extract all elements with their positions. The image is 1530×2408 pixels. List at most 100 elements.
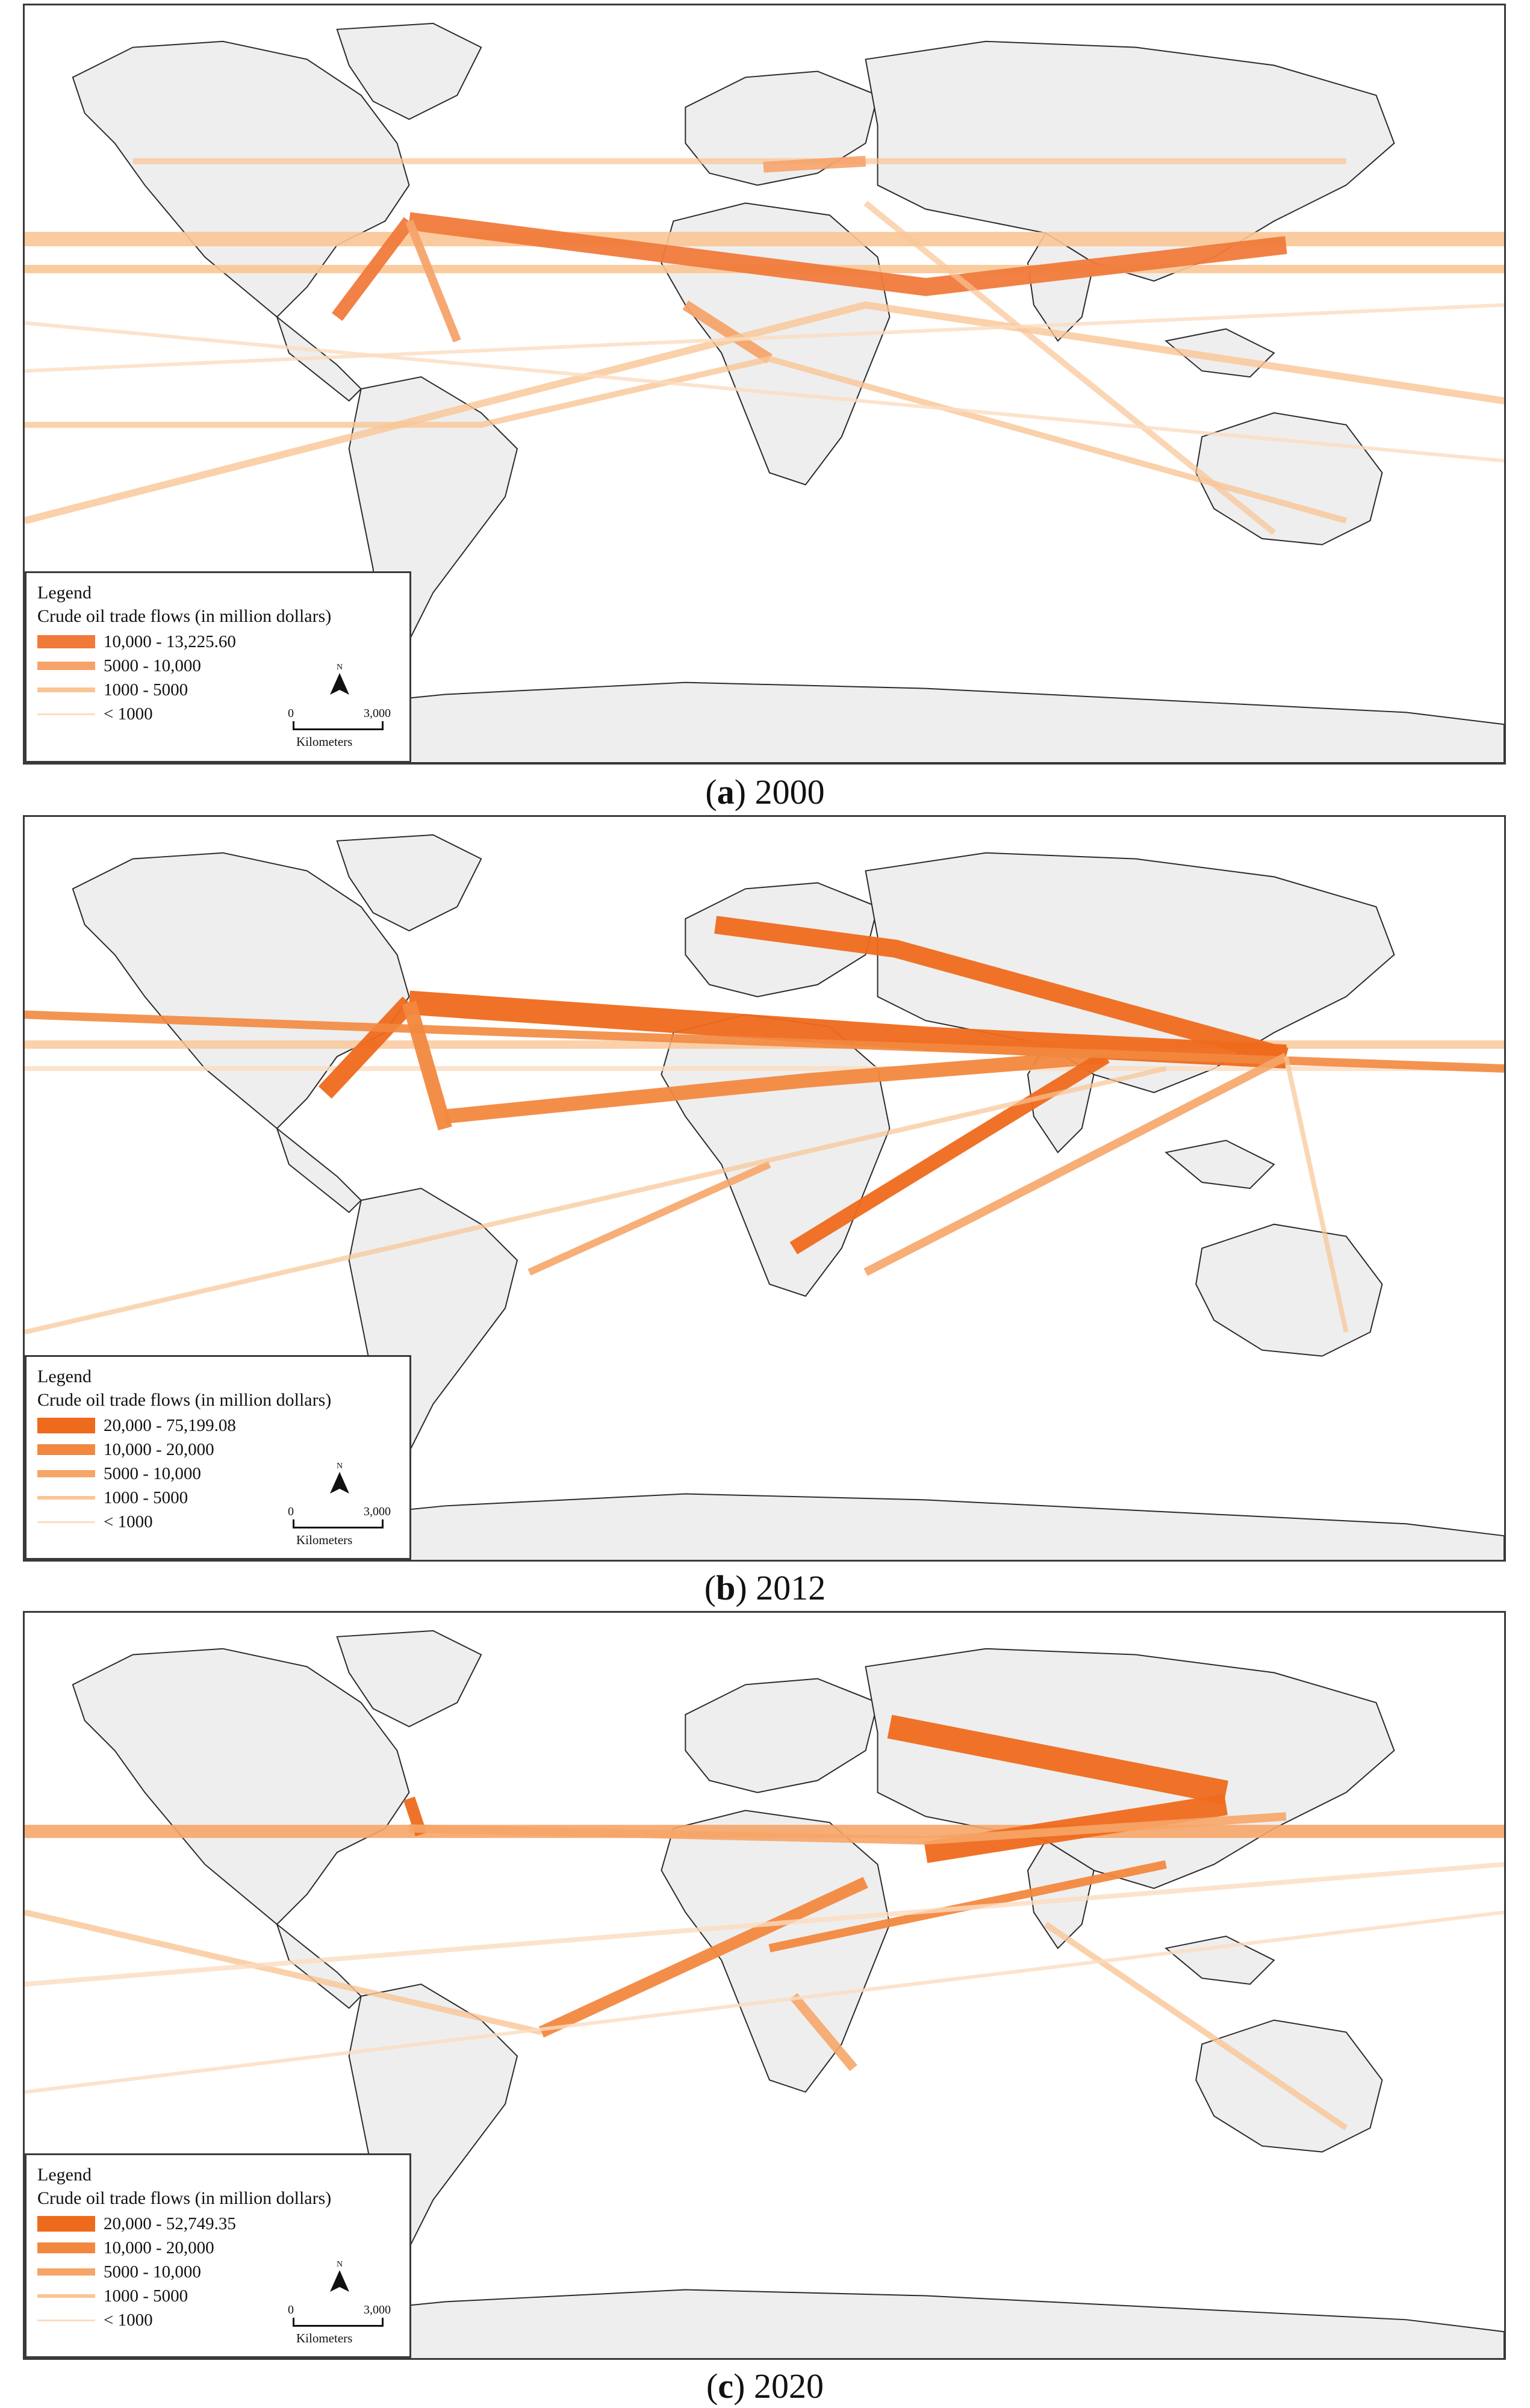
- legend-2012: Legend Crude oil trade flows (in million…: [25, 1355, 411, 1560]
- legend-class-label: < 1000: [104, 704, 153, 724]
- land-shape: [275, 1126, 362, 1214]
- legend-2020: Legend Crude oil trade flows (in million…: [25, 2153, 411, 2358]
- north-label: N: [336, 1462, 343, 1471]
- legend-class-label: 1000 - 5000: [104, 680, 188, 700]
- legend-class-3: 5000 - 10,000: [37, 1462, 399, 1486]
- legend-class-label: 10,000 - 13,225.60: [104, 631, 236, 651]
- legend-class-2: 5000 - 10,000: [37, 654, 399, 678]
- trade-flow-line: [714, 916, 1289, 1066]
- trade-flow-line: [444, 1049, 1107, 1124]
- scale-end: 3,000: [364, 1505, 391, 1518]
- legend-class-label: 20,000 - 75,199.08: [104, 1415, 236, 1435]
- trade-flow-line: [331, 217, 415, 321]
- scale-bar: 0 3,000 Kilometers: [279, 707, 400, 755]
- legend-class-label: < 1000: [104, 1512, 153, 1531]
- land-shape: [1195, 412, 1383, 545]
- land-shape: [661, 1014, 891, 1297]
- land-shape: [72, 852, 410, 1129]
- caption-letter: b: [716, 1568, 736, 1607]
- legend-title: Legend: [37, 1367, 92, 1386]
- legend-swatch: [37, 2294, 95, 2298]
- trade-flow-line: [1044, 1922, 1348, 2130]
- trade-flow-line: [789, 1050, 1110, 1255]
- trade-flow-line: [25, 1910, 1504, 2094]
- land-shape: [1165, 1140, 1275, 1190]
- land-shape: [336, 22, 482, 120]
- land-shape: [275, 1922, 362, 2009]
- land-shape: [72, 1648, 410, 1925]
- land-masses: [25, 1630, 1504, 2358]
- land-shape: [72, 40, 410, 318]
- trade-flow-line: [318, 996, 416, 1099]
- legend-swatch: [37, 1496, 95, 1500]
- trade-flow-line: [682, 300, 773, 364]
- map-panel-2020: Legend Crude oil trade flows (in million…: [23, 1611, 1506, 2360]
- legend-swatch: [37, 713, 95, 715]
- legend-swatch: [37, 2216, 95, 2232]
- legend-class-label: 1000 - 5000: [104, 1488, 188, 1507]
- legend-swatch: [37, 1418, 95, 1433]
- caption-letter: a: [717, 772, 735, 811]
- trade-flow-line: [409, 1812, 1287, 1845]
- legend-class-3: 5000 - 10,000: [37, 2260, 399, 2284]
- north-label: N: [336, 2260, 343, 2269]
- legend-class-5: < 1000: [37, 2308, 399, 2332]
- scale-bar: 0 3,000 Kilometers: [279, 1505, 400, 1553]
- land-shape: [1027, 1839, 1095, 1949]
- legend-swatch: [37, 635, 95, 648]
- legend-class-4: 1000 - 5000: [37, 2284, 399, 2308]
- legend-class-1: 20,000 - 52,749.35: [37, 2212, 399, 2236]
- trade-flows: [25, 916, 1504, 1335]
- trade-flow-line: [25, 301, 1504, 524]
- legend-subtitle: Crude oil trade flows (in million dollar…: [37, 2188, 332, 2208]
- legend-class-2: 10,000 - 20,000: [37, 2236, 399, 2260]
- world-map-2000: [25, 22, 1504, 763]
- caption-b: (b) 2012: [704, 1568, 826, 1607]
- legend-swatch: [37, 2319, 95, 2321]
- trade-flow-line: [25, 303, 1504, 373]
- caption-c: (c) 2020: [706, 2366, 824, 2406]
- north-arrow-icon: N: [319, 1462, 361, 1498]
- trade-flows: [25, 155, 1504, 535]
- trade-flow-line: [863, 200, 1277, 535]
- scale-bar-line: [293, 721, 384, 730]
- scale-end: 3,000: [364, 707, 391, 720]
- scale-unit: Kilometers: [296, 2331, 353, 2345]
- trade-flow-line: [25, 356, 1347, 524]
- land-shape: [1195, 1223, 1383, 1357]
- legend-class-label: 20,000 - 52,749.35: [104, 2214, 236, 2233]
- map-panel-2012: Legend Crude oil trade flows (in million…: [23, 815, 1506, 1562]
- scale-start: 0: [288, 2303, 294, 2316]
- legend-swatch: [37, 687, 95, 692]
- legend-2000: Legend Crude oil trade flows (in million…: [25, 571, 411, 763]
- legend-swatch: [37, 2268, 95, 2276]
- legend-swatch: [37, 1521, 95, 1523]
- trade-flow-line: [887, 1714, 1228, 1805]
- trade-flow-line: [25, 1862, 1504, 1987]
- caption-a: (a) 2000: [705, 772, 825, 811]
- legend-subtitle: Crude oil trade flows (in million dollar…: [37, 1390, 332, 1410]
- legend-class-label: 1000 - 5000: [104, 2286, 188, 2306]
- land-shape: [336, 834, 482, 932]
- legend-class-3: 1000 - 5000: [37, 678, 399, 702]
- legend-class-5: < 1000: [37, 1510, 399, 1534]
- trade-flow-line: [1283, 1056, 1349, 1333]
- legend-class-label: < 1000: [104, 2310, 153, 2330]
- trade-flow-line: [408, 212, 1287, 296]
- legend-subtitle: Crude oil trade flows (in million dollar…: [37, 606, 332, 626]
- scale-unit: Kilometers: [296, 734, 353, 749]
- trade-flow-line: [25, 321, 1504, 463]
- scale-unit: Kilometers: [296, 1533, 353, 1547]
- trade-flows: [25, 1714, 1504, 2130]
- trade-flow-line: [25, 1010, 1504, 1073]
- legend-class-label: 5000 - 10,000: [104, 1463, 201, 1483]
- trade-flow-line: [408, 990, 1287, 1069]
- legend-class-4: < 1000: [37, 702, 399, 726]
- trade-flow-line: [789, 1993, 857, 2071]
- trade-flow-line: [863, 1052, 1289, 1276]
- legend-swatch: [37, 1444, 95, 1455]
- trade-flow-line: [527, 1161, 771, 1276]
- legend-swatch: [37, 2242, 95, 2253]
- legend-class-label: 5000 - 10,000: [104, 656, 201, 675]
- legend-class-1: 10,000 - 13,225.60: [37, 630, 399, 654]
